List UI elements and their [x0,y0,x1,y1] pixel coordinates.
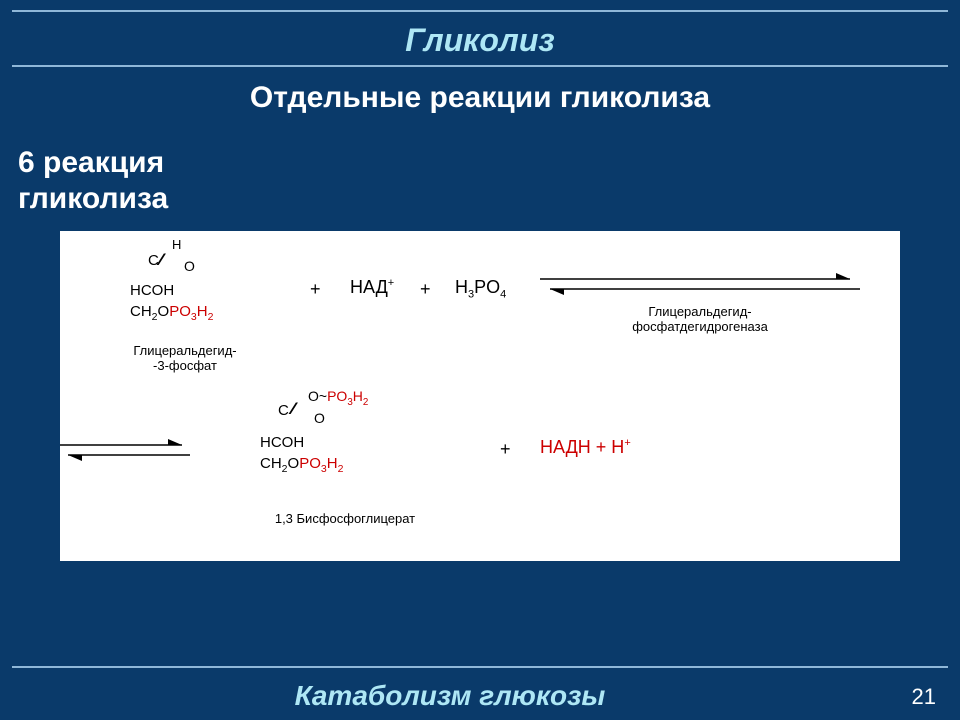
equilibrium-arrow-bottom-left [60,431,190,471]
subtitle: Отдельные реакции гликолиза [0,67,960,115]
atom-h: H [172,237,181,254]
nadh: НАДH + H+ [540,437,631,458]
footer-title: Катаболизм глюкозы [24,680,876,712]
plus-3: + [500,439,511,460]
section-label: 6 реакция гликолиза [0,115,960,217]
double-bond-icon: ⁄⁄ [160,249,162,271]
reactant-glyceraldehyde-3p: C H ⁄⁄ O HCOH CH2OPO3H2 [130,251,213,325]
o-tilde-phosphate: O~PO3H2 [308,387,368,410]
double-bond-icon: ⁄⁄ [292,398,294,420]
plus-2: + [420,279,431,300]
bottom-rule [12,666,948,668]
footer-block: Катаболизм глюкозы 21 [0,666,960,720]
h3po4: H3PO4 [455,277,506,301]
phosphate-group: PO3H2 [299,455,343,472]
line-hcoh: HCOH [130,282,174,299]
page-number: 21 [876,684,936,712]
atom-o: O [184,257,195,275]
section-label-line2: гликолиза [18,182,168,215]
atom-o: O [314,409,325,427]
slide: Гликолиз Отдельные реакции гликолиза 6 р… [0,0,960,720]
ch2-prefix: CH [260,455,282,472]
o-mid: O [158,303,170,320]
nad-plus: НАД+ [350,277,394,298]
equilibrium-arrow-top [540,265,860,305]
atom-c: C [278,402,289,419]
plus-1: + [310,279,321,300]
ch2-prefix: CH [130,303,152,320]
phosphate-group: PO3H2 [169,303,213,320]
line-hcoh: HCOH [260,434,304,451]
reactant1-label: Глицеральдегид- -3-фосфат [100,343,270,373]
product-label: 1,3 Бисфосфоглицерат [230,511,460,526]
reaction-diagram: C H ⁄⁄ O HCOH CH2OPO3H2 Глицеральдегид- … [60,231,900,561]
section-label-line1: 6 реакция [18,146,164,179]
main-title: Гликолиз [0,22,960,59]
product-13bpg: C ⁄⁄ O O~PO3H2 HCOH CH2OPO3H2 [260,401,343,477]
atom-c: C [148,252,159,269]
enzyme-label: Глицеральдегид- фосфатдегидрогеназа [550,305,850,335]
title-section: Гликолиз [0,12,960,65]
